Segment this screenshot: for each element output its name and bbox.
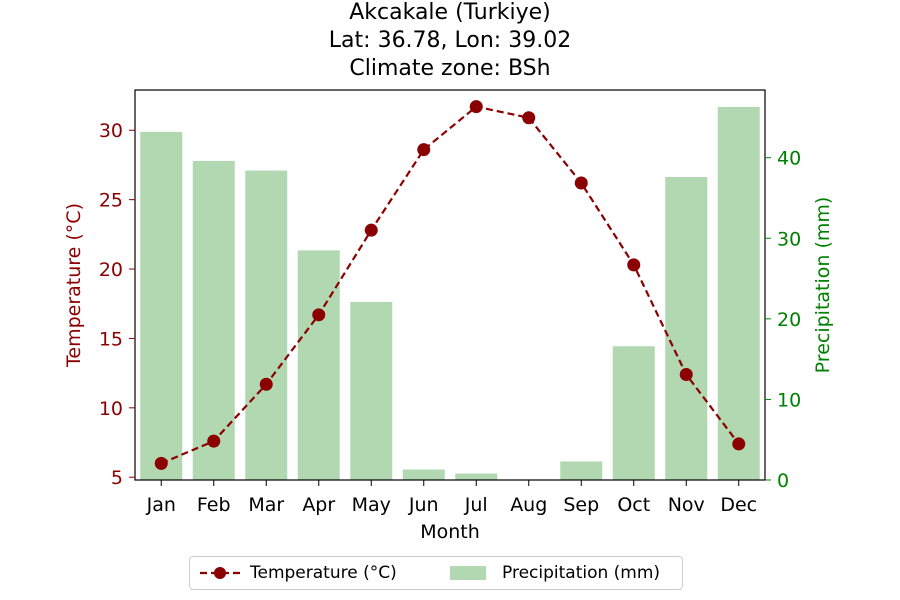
y-left-tick-label: 10 [99, 398, 123, 420]
x-tick-label-feb: Feb [197, 494, 231, 516]
temperature-point-nov [679, 368, 693, 382]
y-right-tick-label: 10 [777, 389, 801, 411]
precip-bar-jan [140, 131, 183, 481]
x-tick-label-oct: Oct [617, 494, 650, 516]
x-tick-label-nov: Nov [668, 494, 705, 516]
chart-title-line-1: Akcakale (Turkiye) [349, 0, 551, 25]
precip-bar-oct [612, 346, 655, 480]
plot-frame [134, 89, 766, 481]
y-right-tick-label: 30 [777, 228, 801, 250]
y-right-axis-label: Precipitation (mm) [812, 197, 834, 374]
chart-title-line-3: Climate zone: BSh [349, 56, 551, 81]
temperature-point-may [364, 223, 378, 237]
x-axis-label: Month [420, 521, 480, 543]
x-tick-label-jun: Jun [408, 494, 439, 516]
temperature-point-dec [732, 437, 746, 451]
temperature-point-oct [627, 258, 641, 272]
x-tick-label-aug: Aug [510, 494, 547, 516]
temperature-point-jan [154, 456, 168, 470]
temperature-point-feb [207, 434, 221, 448]
precip-bar-jul [455, 473, 498, 480]
y-right-tick-label: 0 [777, 470, 789, 492]
temperature-point-sep [574, 176, 588, 190]
x-tick-label-jan: Jan [146, 494, 176, 516]
x-tick-label-may: May [352, 494, 391, 516]
y-left-tick-label: 20 [99, 259, 123, 281]
y-left-tick-label: 5 [111, 467, 123, 489]
precip-bar-sep [560, 461, 603, 480]
y-left-axis-label: Temperature (°C) [63, 203, 85, 368]
y-left-tick-label: 25 [99, 190, 123, 212]
precip-bar-jun [402, 469, 445, 480]
y-right-tick-label: 40 [777, 148, 801, 170]
legend-temperature-label: Temperature (°C) [250, 563, 397, 583]
precip-bar-feb [192, 160, 235, 480]
legend-temperature-marker [200, 567, 240, 579]
x-tick-label-jul: Jul [464, 494, 488, 516]
chart-title-line-2: Lat: 36.78, Lon: 39.02 [328, 28, 572, 53]
y-right-tick-label: 20 [777, 309, 801, 331]
chart-legend: Temperature (°C) Precipitation (mm) [189, 556, 683, 590]
temperature-point-mar [259, 377, 273, 391]
x-tick-label-dec: Dec [720, 494, 757, 516]
temperature-point-jul [469, 100, 483, 114]
precip-bar-nov [665, 177, 708, 481]
temperature-point-apr [312, 308, 326, 322]
y-left-tick-label: 30 [99, 120, 123, 142]
y-left-tick-label: 15 [99, 328, 123, 350]
x-tick-label-mar: Mar [248, 494, 284, 516]
precip-bar-may [350, 301, 393, 480]
temperature-point-aug [522, 111, 536, 125]
temperature-point-jun [417, 143, 431, 157]
legend-precipitation-swatch [450, 566, 486, 580]
precip-bar-mar [245, 170, 288, 481]
precip-bar-apr [297, 250, 340, 480]
x-tick-label-sep: Sep [563, 494, 599, 516]
temperature-line [160, 105, 740, 465]
precip-bar-dec [717, 106, 760, 481]
x-tick-label-apr: Apr [302, 494, 335, 516]
legend-precipitation-label: Precipitation (mm) [502, 563, 661, 583]
